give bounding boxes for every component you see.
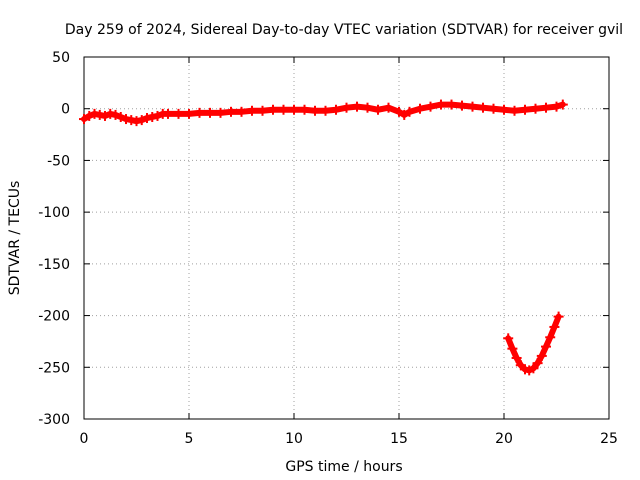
data-point-marker	[136, 115, 147, 126]
data-point-marker	[94, 109, 105, 120]
data-point-marker	[507, 343, 518, 354]
data-point-marker	[503, 333, 514, 344]
data-point-marker	[126, 115, 137, 126]
x-tick-label: 5	[185, 431, 194, 447]
y-tick-label: -50	[47, 153, 70, 169]
data-point-marker	[289, 104, 299, 115]
data-point-marker	[341, 102, 352, 113]
data-point-marker	[399, 109, 410, 120]
data-point-marker	[226, 106, 236, 117]
data-point-marker	[320, 105, 331, 116]
data-point-marker	[467, 101, 478, 112]
data-point-marker	[147, 111, 158, 122]
y-tick-label: -250	[38, 360, 70, 376]
plot-frame	[83, 56, 610, 420]
data-point-marker	[105, 108, 116, 119]
data-point-marker	[215, 107, 226, 118]
data-point-marker	[528, 363, 539, 374]
x-tick-label: 10	[285, 431, 303, 447]
axis-ticks: 0 5 10 15 20 25 50 0 -50 -100 -150 -200 -250 -300	[38, 50, 618, 447]
data-point-marker	[110, 109, 121, 120]
data-point-marker	[541, 102, 551, 113]
data-point-marker	[545, 332, 556, 343]
data-point-marker	[511, 352, 522, 363]
y-axis-label: SDTVAR / TECUs	[7, 181, 23, 296]
x-axis-label: GPS time / hours	[285, 459, 402, 475]
data-point-marker	[415, 103, 425, 114]
data-point-marker	[536, 350, 547, 361]
data-point-marker	[530, 103, 541, 114]
data-point-marker	[163, 108, 173, 119]
data-point-marker	[115, 111, 126, 122]
y-tick-label: -150	[38, 257, 70, 273]
data-point-marker	[310, 105, 320, 116]
data-point-marker	[520, 104, 530, 115]
data-point-marker	[383, 102, 394, 113]
y-tick-label: -300	[38, 412, 70, 428]
data-point-marker	[557, 99, 568, 110]
chart-title: Day 259 of 2024, Sidereal Day-to-day VTE…	[65, 22, 623, 38]
data-point-marker	[541, 341, 551, 352]
data-point-marker	[84, 110, 95, 121]
y-tick-label: -200	[38, 309, 70, 325]
data-point-marker	[446, 99, 457, 110]
data-point-marker	[184, 108, 194, 119]
x-tick-label: 25	[600, 431, 618, 447]
data-point-marker	[247, 105, 257, 116]
data-point-marker	[268, 104, 278, 115]
data-point-marker	[152, 110, 163, 121]
y-tick-label: -100	[38, 205, 70, 221]
y-tick-label: 50	[52, 50, 70, 66]
data-point-marker	[457, 100, 467, 111]
data-point-marker	[100, 110, 110, 121]
data-point-marker	[121, 114, 131, 125]
data-point-marker	[373, 104, 383, 115]
data-point-marker	[331, 104, 341, 115]
data-point-marker	[352, 101, 362, 112]
data-point-marker	[236, 106, 247, 117]
data-point-marker	[553, 311, 564, 322]
x-tick-label: 0	[80, 431, 89, 447]
y-tick-label: 0	[61, 102, 70, 118]
data-point-marker	[362, 102, 373, 113]
data-points	[79, 99, 568, 376]
data-point-marker	[499, 104, 509, 115]
data-point-marker	[488, 103, 499, 114]
data-point-marker	[404, 106, 415, 117]
data-point-marker	[425, 101, 436, 112]
data-point-marker	[299, 104, 310, 115]
data-point-marker	[478, 102, 488, 113]
data-point-marker	[394, 106, 404, 117]
data-point-marker	[79, 114, 89, 125]
data-point-marker	[173, 108, 184, 119]
x-tick-label: 20	[495, 431, 513, 447]
data-point-marker	[436, 99, 446, 110]
data-point-marker	[551, 101, 562, 112]
data-point-marker	[532, 358, 543, 369]
data-point-marker	[257, 105, 268, 116]
data-point-marker	[131, 116, 142, 127]
data-point-marker	[278, 104, 289, 115]
data-point-marker	[194, 107, 205, 118]
data-point-marker	[205, 107, 215, 118]
data-point-marker	[142, 113, 152, 124]
data-point-marker	[549, 321, 560, 332]
x-tick-label: 15	[390, 431, 408, 447]
data-point-marker	[89, 108, 100, 119]
data-point-marker	[509, 105, 520, 116]
